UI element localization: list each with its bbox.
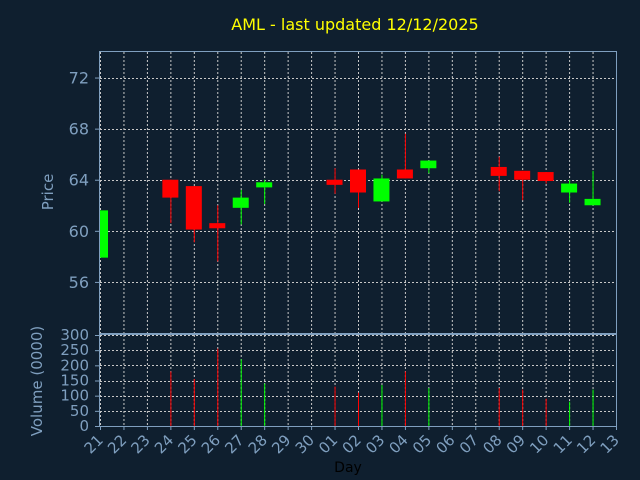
volume-tick-label: 0: [79, 417, 89, 435]
candle-body: [561, 183, 578, 193]
candle-body: [584, 198, 601, 206]
candle-body: [396, 169, 413, 179]
volume-axis-label: Volume (0000): [28, 326, 46, 436]
volume-tick-label: 300: [60, 326, 89, 344]
candle-body: [326, 179, 343, 185]
candle-body: [537, 172, 554, 182]
volume-tick-label: 250: [60, 341, 89, 359]
candle-body: [350, 169, 366, 193]
candle-body: [185, 186, 202, 230]
price-tick-label: 56: [69, 273, 89, 292]
price-axis-label: Price: [39, 174, 57, 211]
price-tick-label: 68: [69, 120, 89, 139]
candle-body: [232, 197, 249, 208]
volume-tick-label: 200: [60, 356, 89, 374]
volume-bars: [170, 348, 594, 426]
candle-body: [162, 179, 179, 198]
volume-tick-label: 100: [60, 387, 89, 405]
price-tick-label: 64: [69, 171, 89, 190]
candle-body: [100, 210, 108, 258]
x-axis-label: Day: [334, 460, 362, 476]
candle-body: [373, 178, 390, 202]
price-plot-frame: [99, 51, 617, 334]
candle-body: [420, 160, 437, 169]
volume-tick-label: 50: [70, 402, 89, 420]
price-tick-label: 72: [69, 69, 89, 88]
volume-plot-frame: [99, 334, 617, 427]
candle-body: [256, 182, 273, 188]
candles: [100, 133, 601, 262]
candle-body: [514, 170, 531, 180]
price-tick-label: 60: [69, 222, 89, 241]
price-tick-labels: 56 60 64 68 72: [69, 69, 100, 292]
volume-tick-label: 150: [60, 372, 89, 390]
candle-body: [209, 223, 226, 229]
chart-title: AML - last updated 12/12/2025: [231, 15, 478, 34]
candle-body: [490, 166, 507, 176]
